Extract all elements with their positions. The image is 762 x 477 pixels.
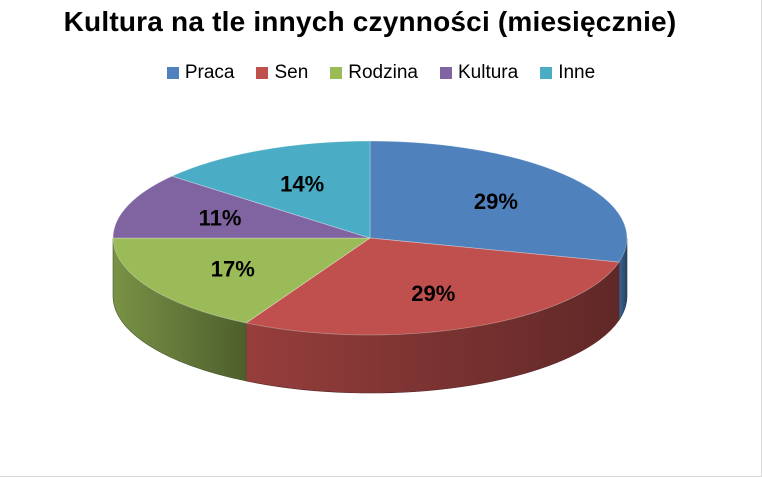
legend-label-inne: Inne	[558, 62, 596, 83]
data-label-kultura: 11%	[199, 206, 242, 231]
pie-slice-sen	[245, 237, 620, 336]
legend-swatch-praca	[166, 67, 179, 79]
pie-slice-kultura	[112, 175, 371, 239]
legend-swatch-kultura	[439, 67, 452, 79]
legend-label-rodzina: Rodzina	[348, 62, 418, 83]
pie-label-group: 29% 29% 17% 11% 14%	[199, 172, 518, 307]
chart-title: Kultura na tle innych czynności (miesięc…	[63, 6, 677, 37]
legend-label-praca: Praca	[184, 62, 235, 83]
pie-slice-rodzina	[112, 237, 372, 324]
data-label-inne: 14%	[280, 172, 324, 197]
data-label-sen: 29%	[411, 281, 455, 306]
pie-side-rodzina	[112, 237, 247, 382]
legend-item-inne: Inne	[540, 62, 595, 84]
data-label-praca: 29%	[474, 189, 518, 214]
data-label-rodzina: 17%	[211, 257, 255, 282]
legend-item-sen: Sen	[256, 62, 308, 84]
legend-item-praca: Praca	[166, 62, 235, 84]
legend-item-rodzina: Rodzina	[330, 62, 418, 84]
chart-legend: Praca Sen Rodzina Kultura Inne	[0, 62, 762, 84]
pie-slice-inne	[170, 140, 371, 239]
pie-slice-praca	[369, 140, 628, 263]
legend-swatch-sen	[256, 67, 269, 79]
legend-label-kultura: Kultura	[457, 62, 519, 83]
pie-top-group	[112, 140, 628, 336]
legend-swatch-rodzina	[330, 67, 343, 79]
pie-side-group	[112, 237, 628, 394]
legend-item-kultura: Kultura	[439, 62, 519, 84]
legend-label-sen: Sen	[274, 62, 309, 83]
legend-swatch-inne	[540, 67, 553, 79]
